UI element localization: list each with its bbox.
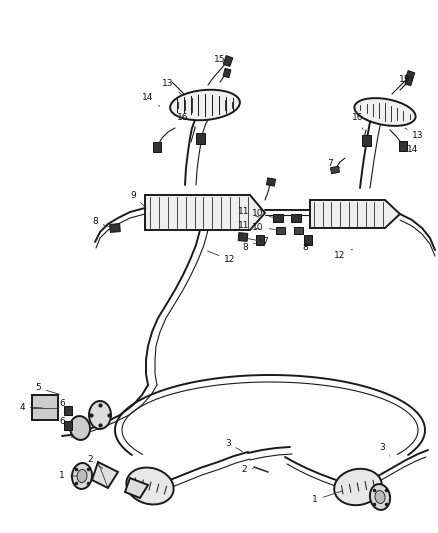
Text: 10: 10 (252, 209, 273, 219)
Text: 8: 8 (92, 217, 110, 227)
Ellipse shape (375, 490, 385, 504)
Bar (64, 421, 72, 430)
Bar (291, 214, 301, 222)
Bar (223, 68, 231, 78)
Bar (405, 70, 415, 82)
Text: 2: 2 (241, 465, 253, 474)
Polygon shape (310, 200, 400, 228)
Text: 11: 11 (238, 222, 261, 230)
Bar (110, 223, 120, 232)
Text: 4: 4 (19, 402, 42, 411)
Text: 13: 13 (405, 128, 424, 141)
Bar (64, 406, 72, 415)
Bar (304, 235, 312, 245)
Text: 11: 11 (238, 207, 259, 217)
Ellipse shape (334, 469, 382, 505)
Polygon shape (145, 195, 265, 230)
Text: 16: 16 (352, 114, 364, 130)
Ellipse shape (89, 401, 111, 429)
Text: 15: 15 (399, 76, 411, 85)
Polygon shape (92, 462, 118, 488)
Bar (266, 178, 276, 186)
Bar (273, 214, 283, 222)
Bar (276, 227, 285, 233)
Bar (256, 235, 264, 245)
Text: 10: 10 (252, 222, 275, 231)
Ellipse shape (77, 470, 87, 482)
Text: 14: 14 (403, 146, 419, 155)
Text: 3: 3 (379, 443, 390, 456)
Text: 8: 8 (242, 243, 255, 252)
Text: 7: 7 (248, 238, 268, 246)
Ellipse shape (70, 416, 90, 440)
Text: 12: 12 (208, 251, 236, 264)
Ellipse shape (354, 98, 416, 126)
Text: 2: 2 (87, 456, 102, 469)
Polygon shape (125, 478, 148, 498)
Text: 6: 6 (59, 400, 70, 410)
Text: 9: 9 (130, 190, 146, 208)
Text: 3: 3 (225, 439, 243, 451)
Ellipse shape (170, 90, 240, 120)
Ellipse shape (370, 484, 390, 510)
Text: 13: 13 (162, 79, 183, 95)
Bar (153, 142, 161, 152)
Ellipse shape (126, 467, 173, 504)
Bar (238, 232, 248, 241)
Text: 1: 1 (59, 472, 77, 481)
Bar (399, 141, 407, 151)
Text: 1: 1 (312, 491, 343, 505)
Bar (331, 166, 339, 174)
Bar (293, 227, 303, 233)
Bar (195, 133, 205, 143)
Bar (405, 76, 413, 86)
Ellipse shape (72, 463, 92, 489)
Text: 7: 7 (327, 158, 340, 168)
Text: 16: 16 (177, 112, 196, 128)
Bar (223, 55, 233, 67)
Text: 6: 6 (59, 417, 70, 426)
Text: 5: 5 (35, 384, 59, 394)
Bar (361, 134, 371, 146)
Text: 15: 15 (214, 55, 226, 70)
Text: 14: 14 (142, 93, 160, 106)
Text: 8: 8 (302, 242, 308, 252)
Polygon shape (32, 395, 58, 420)
Text: 12: 12 (334, 249, 353, 260)
